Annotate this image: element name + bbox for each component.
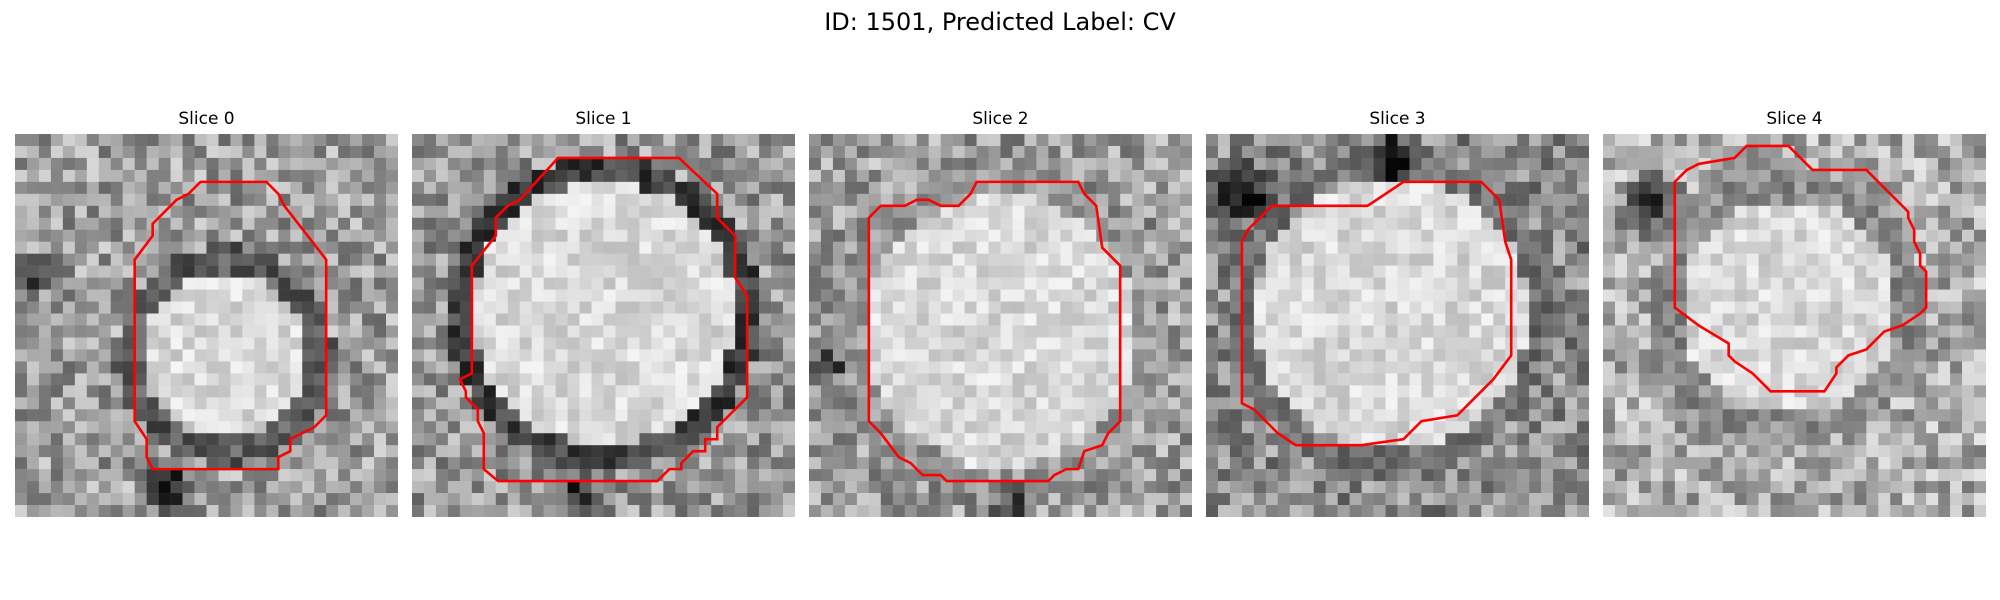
slice-title: Slice 3 (1369, 109, 1426, 129)
segmentation-contour (135, 182, 327, 469)
slice-image (809, 134, 1192, 517)
slice-title: Slice 2 (972, 109, 1029, 129)
slice-panel-0: Slice 0 (15, 108, 398, 518)
segmentation-contour (1675, 146, 1926, 391)
slice-image (1603, 134, 1986, 517)
slice-title: Slice 0 (178, 109, 235, 129)
slice-title: Slice 4 (1766, 109, 1823, 129)
slice-image (412, 134, 795, 517)
slice-panel-3: Slice 3 (1206, 108, 1589, 518)
slice-title: Slice 1 (575, 109, 632, 129)
segmentation-contour (869, 182, 1120, 481)
slice-image (1206, 134, 1589, 517)
slice-panel-1: Slice 1 (412, 108, 795, 518)
segmentation-contour (1242, 182, 1511, 445)
slice-image (15, 134, 398, 517)
segmentation-contour (460, 158, 747, 481)
figure-title: ID: 1501, Predicted Label: CV (824, 8, 1176, 36)
slice-panel-4: Slice 4 (1603, 108, 1986, 518)
slice-panel-2: Slice 2 (809, 108, 1192, 518)
